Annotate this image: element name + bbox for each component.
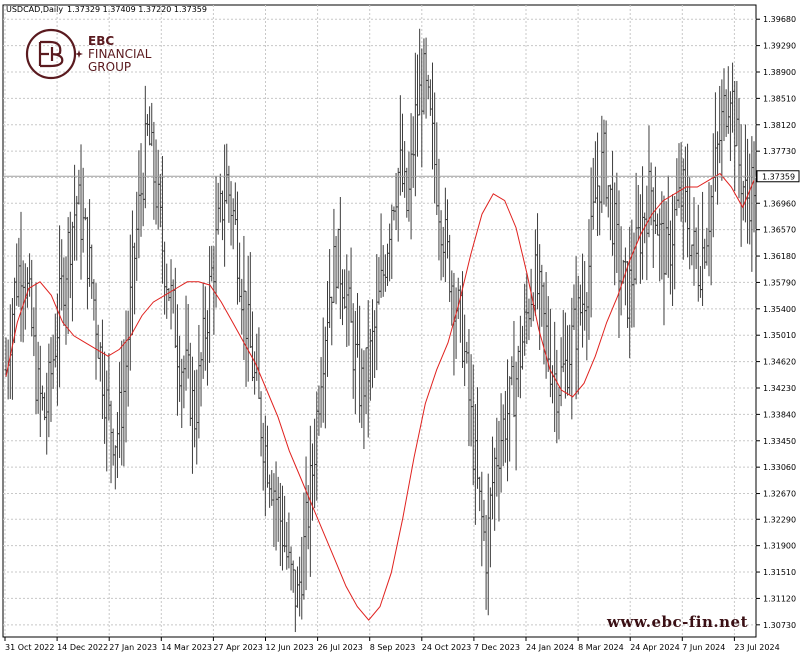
y-tick-label: 1.35010 [763,331,796,340]
watermark-url: www.ebc-fin.net [606,613,748,631]
svg-text:1.37359: 1.37359 [762,172,795,181]
y-tick-label: 1.35400 [763,305,796,314]
brand-line-financial: FINANCIAL [88,47,152,61]
y-tick-label: 1.33840 [763,410,796,419]
y-tick-label: 1.39680 [763,15,796,24]
y-tick-label: 1.32290 [763,515,796,524]
y-tick-label: 1.36570 [763,226,796,235]
y-tick-label: 1.37730 [763,147,796,156]
x-tick-label: 14 Dec 2022 [57,643,108,652]
y-tick-label: 1.38510 [763,94,796,103]
ohlc-header: 1.37329 1.37409 1.37220 1.37359 [67,5,207,14]
y-tick-label: 1.39290 [763,42,796,51]
x-tick-label: 7 Jun 2024 [682,643,725,652]
y-tick-label: 1.38120 [763,121,796,130]
y-axis: 1.39680 1.39290 1.38900 1.38510 1.38120 1.377… [756,15,796,630]
y-tick-label: 1.38900 [763,68,796,77]
x-tick-label: 24 Oct 2023 [422,643,471,652]
y-tick-label: 1.36180 [763,252,796,261]
y-tick-label: 1.34230 [763,384,796,393]
x-tick-label: 26 Jul 2023 [318,643,363,652]
x-axis: 31 Oct 2022 14 Dec 2022 27 Jan 2023 14 Mar … [5,637,780,652]
y-tick-label: 1.31510 [763,568,796,577]
plot-area [3,5,756,637]
brand-name: EBC [88,34,114,48]
x-tick-label: 14 Mar 2023 [161,643,212,652]
brand-line-group: GROUP [88,60,131,74]
symbol-label: USDCAD,Daily [6,5,63,14]
last-price-tag: 1.37359 [757,171,799,182]
x-tick-label: 8 Mar 2024 [578,643,624,652]
y-tick-label: 1.33060 [763,463,796,472]
y-tick-label: 1.31120 [763,594,796,603]
y-tick-label: 1.36960 [763,199,796,208]
y-tick-label: 1.30730 [763,621,796,630]
x-tick-label: 24 Jan 2024 [526,643,574,652]
x-tick-label: 24 Apr 2024 [630,643,679,652]
y-tick-label: 1.34620 [763,358,796,367]
x-tick-label: 8 Sep 2023 [370,643,416,652]
y-tick-label: 1.32670 [763,490,796,499]
x-tick-label: 12 Jun 2023 [266,643,314,652]
y-tick-label: 1.35790 [763,278,796,287]
x-tick-label: 23 Jul 2024 [734,643,779,652]
x-tick-label: 31 Oct 2022 [5,643,54,652]
x-tick-label: 7 Dec 2023 [474,643,520,652]
x-tick-label: 27 Apr 2023 [213,643,262,652]
x-tick-label: 27 Jan 2023 [109,643,157,652]
y-tick-label: 1.33450 [763,437,796,446]
y-tick-label: 1.31900 [763,542,796,551]
